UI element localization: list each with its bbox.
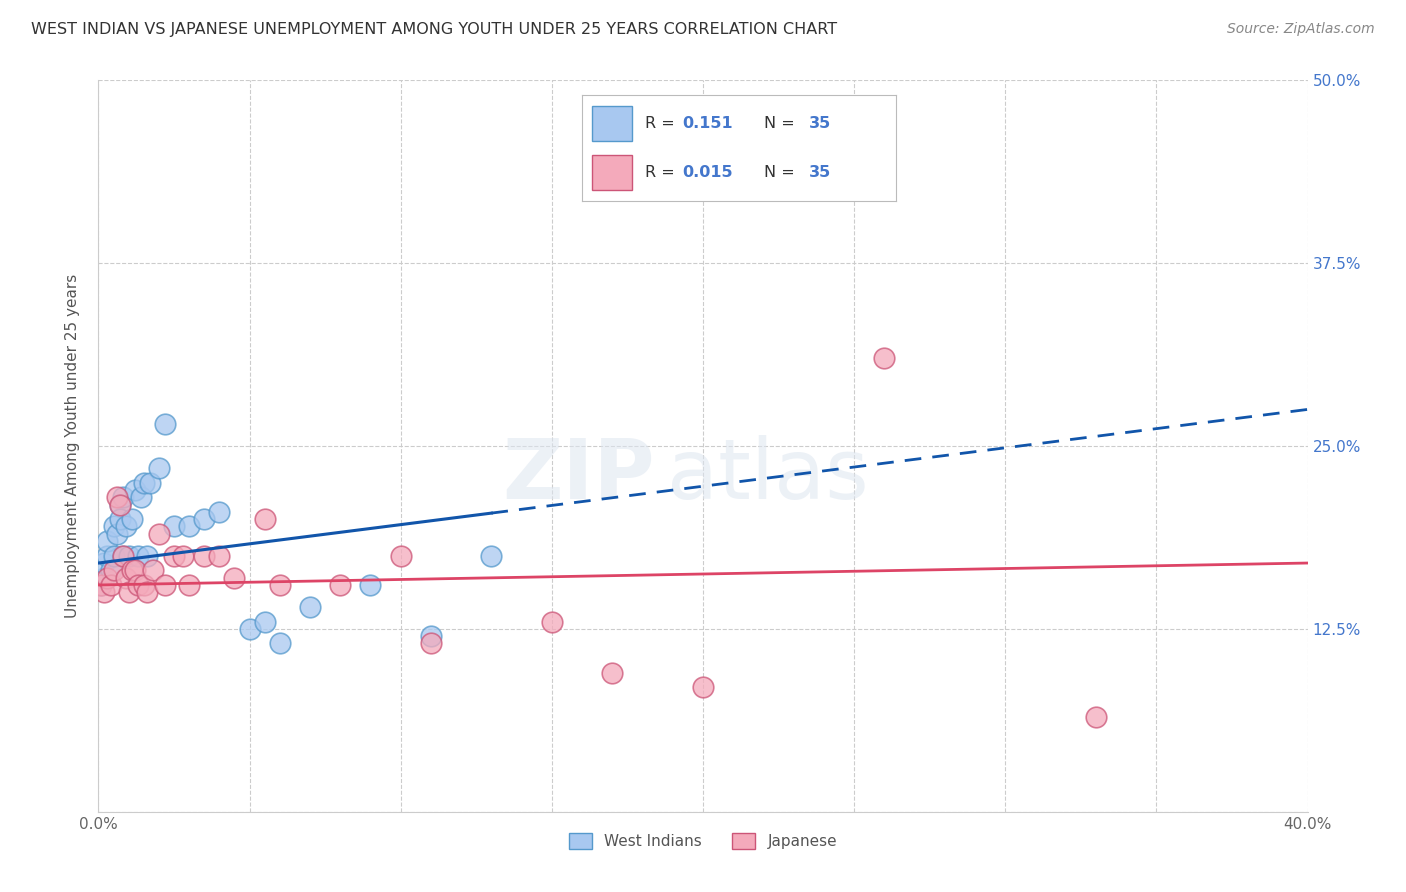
- Point: [96, 534, 118, 549]
- Point: [114, 519, 136, 533]
- Point: [239, 622, 262, 636]
- Point: [163, 519, 186, 533]
- Point: [124, 563, 146, 577]
- Point: [114, 571, 136, 585]
- Point: [208, 549, 231, 563]
- Point: [108, 498, 131, 512]
- Point: [163, 549, 186, 563]
- Point: [100, 563, 122, 577]
- Point: [103, 519, 125, 533]
- Point: [420, 629, 443, 643]
- Point: [329, 578, 352, 592]
- Point: [540, 615, 562, 629]
- Point: [105, 526, 128, 541]
- Point: [139, 475, 162, 490]
- Point: [129, 490, 152, 504]
- Point: [111, 549, 134, 563]
- Point: [135, 585, 157, 599]
- Point: [96, 571, 118, 585]
- Point: [253, 615, 276, 629]
- Point: [96, 549, 118, 563]
- Point: [269, 578, 291, 592]
- Point: [118, 585, 141, 599]
- Point: [132, 475, 155, 490]
- Point: [108, 512, 131, 526]
- Point: [873, 351, 896, 366]
- Point: [127, 549, 149, 563]
- Point: [121, 512, 143, 526]
- Point: [193, 512, 215, 526]
- Point: [93, 556, 115, 570]
- Point: [90, 578, 112, 592]
- Point: [153, 578, 176, 592]
- Point: [360, 578, 382, 592]
- Text: Source: ZipAtlas.com: Source: ZipAtlas.com: [1227, 22, 1375, 37]
- Point: [142, 563, 165, 577]
- Text: WEST INDIAN VS JAPANESE UNEMPLOYMENT AMONG YOUTH UNDER 25 YEARS CORRELATION CHAR: WEST INDIAN VS JAPANESE UNEMPLOYMENT AMO…: [31, 22, 837, 37]
- Point: [100, 578, 122, 592]
- Legend: West Indians, Japanese: West Indians, Japanese: [562, 827, 844, 855]
- Point: [692, 681, 714, 695]
- Point: [93, 585, 115, 599]
- Point: [172, 549, 194, 563]
- Y-axis label: Unemployment Among Youth under 25 years: Unemployment Among Youth under 25 years: [65, 274, 80, 618]
- Point: [389, 549, 412, 563]
- Point: [299, 599, 322, 614]
- Point: [132, 578, 155, 592]
- Point: [111, 490, 134, 504]
- Point: [90, 578, 112, 592]
- Point: [148, 526, 170, 541]
- Point: [1085, 709, 1108, 723]
- Point: [111, 549, 134, 563]
- Point: [118, 549, 141, 563]
- Point: [179, 578, 201, 592]
- Point: [105, 490, 128, 504]
- Point: [253, 512, 276, 526]
- Point: [103, 563, 125, 577]
- Point: [224, 571, 246, 585]
- Point: [193, 549, 215, 563]
- Point: [108, 498, 131, 512]
- Point: [420, 636, 443, 650]
- Point: [135, 549, 157, 563]
- Point: [127, 578, 149, 592]
- Point: [481, 549, 503, 563]
- Point: [602, 665, 624, 680]
- Point: [752, 176, 775, 190]
- Point: [269, 636, 291, 650]
- Text: atlas: atlas: [666, 434, 869, 516]
- Point: [121, 563, 143, 577]
- Point: [103, 549, 125, 563]
- Point: [153, 417, 176, 431]
- Point: [208, 505, 231, 519]
- Point: [124, 483, 146, 497]
- Point: [179, 519, 201, 533]
- Point: [93, 571, 115, 585]
- Point: [148, 461, 170, 475]
- Text: ZIP: ZIP: [502, 434, 655, 516]
